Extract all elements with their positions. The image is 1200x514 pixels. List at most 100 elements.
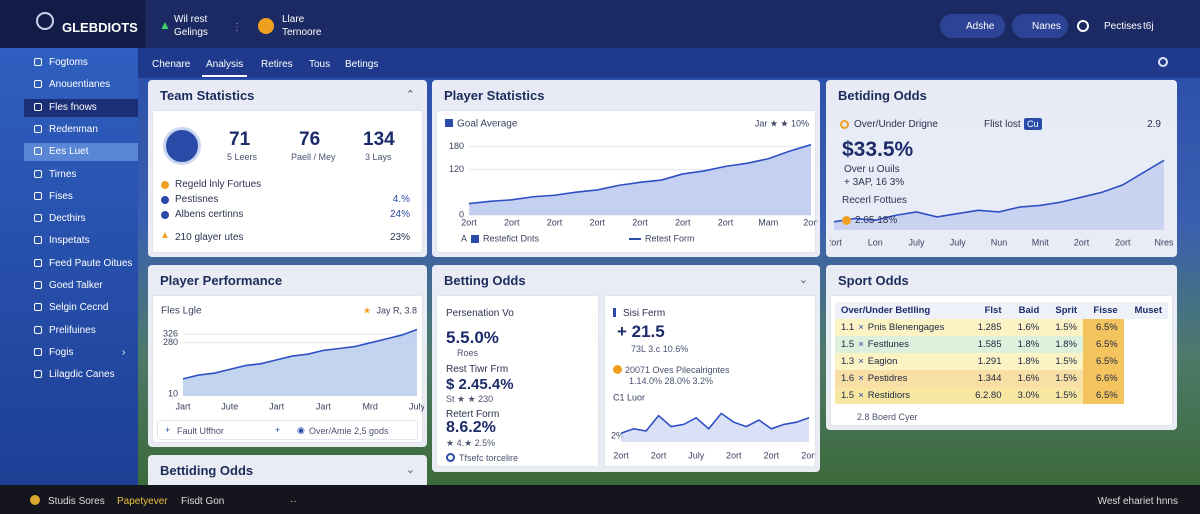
team-logo (163, 127, 201, 165)
odds-cell: 3.0% (1017, 390, 1040, 401)
y-tick-label: 10 (168, 388, 178, 398)
header-cell: Flst (964, 302, 1008, 319)
odds-value: $ 2.45.4% (446, 376, 514, 393)
header-button[interactable] (1012, 14, 1068, 38)
sidebar (0, 48, 138, 485)
tab[interactable]: Tous (309, 59, 331, 70)
nav-item-line[interactable]: Llare (282, 14, 305, 25)
footer-bar (0, 485, 1200, 514)
search-icon[interactable] (1158, 57, 1168, 67)
item-value: 24% (389, 209, 410, 220)
nav-item[interactable]: Fogtoms (49, 57, 88, 68)
stat-value: 71 (229, 129, 251, 150)
nav-item[interactable]: Fises (49, 190, 73, 202)
nav-item[interactable]: Fles fnows (49, 101, 97, 113)
stat-value: 134 (363, 129, 395, 150)
table-row[interactable]: 1.1 × Pnis Blenengages 1.285 1.6% 1.5% 6.5% (835, 319, 1168, 336)
x-tick-label: 2ort (803, 217, 817, 227)
odds-cell: 6.5% (1083, 353, 1124, 370)
chart-badge: Jay R, 3.8 (376, 305, 417, 315)
panel-title: Betting Odds (444, 273, 526, 288)
header-button[interactable] (940, 14, 1005, 38)
nav-icon (34, 347, 42, 356)
odds-label: 20071 Oves Pilecalrigntes (625, 365, 730, 375)
user-count[interactable]: t6j (1143, 21, 1154, 32)
odds-icon (613, 365, 622, 374)
x-tick-label: 2ort (461, 217, 477, 227)
collapsed-panel[interactable]: Bettiding Odds ⌄ (148, 455, 427, 485)
legend-label[interactable]: Over/Amie 2,5 gods (309, 426, 389, 436)
tab[interactable]: Betings (345, 59, 379, 70)
row-name: Pnis Blenengages (867, 322, 945, 333)
tab[interactable]: Retires (261, 59, 293, 70)
footer-item[interactable]: Studis Sores (48, 496, 105, 507)
chart-legend-title: Fles Lgle (161, 306, 202, 317)
nav-item[interactable]: Fogis (49, 346, 74, 358)
x-tick-label: 2ort (830, 237, 842, 247)
nav-item[interactable]: Inspetats (49, 235, 90, 247)
table-row[interactable]: 1.6 × Pestidres 1.344 1.6% 1.5% 6.6% (835, 370, 1168, 387)
nav-item-line[interactable]: Wil rest (174, 14, 208, 25)
nav-item[interactable]: Prelifuines (49, 324, 96, 336)
expand-icon[interactable]: ⌄ (798, 274, 808, 286)
card: Persenation Vo 5.5.0% Roes Rest Tiwr Frm… (436, 295, 599, 467)
expand-icon[interactable]: ⌄ (405, 464, 415, 476)
nav-active (24, 98, 138, 117)
footer-item[interactable]: Papetyever (117, 496, 168, 507)
user-name[interactable]: Pectises (1104, 21, 1142, 32)
legend-icon: + (165, 425, 171, 435)
panel-title: Sport Odds (838, 273, 909, 288)
line-chart: Goal Average Jar ★ ★ 10% A Restefict Dnt… (445, 118, 817, 243)
odds-table: Over/Under Betlling Flst Baid Sprit Fisse Mus… (835, 302, 1168, 404)
legend-label[interactable]: Fault Uffhor (177, 426, 224, 436)
footer-item[interactable]: Fisdt Gon (181, 496, 225, 507)
collapse-icon[interactable]: ⌃ (405, 89, 415, 101)
line (620, 412, 810, 434)
button-label[interactable]: Nanes (1032, 21, 1061, 32)
nav-item[interactable]: Lilagdic Canes (49, 369, 115, 381)
row-label-cell: 1.3 × Eagion (835, 353, 964, 370)
table-row[interactable]: 1.3 × Eagion 1.291 1.8% 1.5% 6.5% (835, 353, 1168, 370)
footer-right[interactable]: Wesf ehariet hnns (1097, 496, 1178, 507)
nav-item[interactable]: Decthirs (49, 213, 86, 225)
odds-note: ★ 4.★ 2.5% (446, 438, 496, 448)
logo[interactable]: GLEBDIOTS (62, 20, 138, 35)
nav-item[interactable]: Goed Talker (49, 280, 103, 291)
stat-label: 5 Leers (227, 152, 258, 162)
nav-item-line[interactable]: Gelings (174, 27, 208, 38)
chart-label: C1 Luor (613, 392, 645, 402)
nav-item[interactable]: Tirnes (49, 168, 77, 180)
table-row[interactable]: 1.5 × Festlunes 1.585 1.8% 1.8% 6.5% (835, 336, 1168, 353)
y-tick-label: 326 (163, 328, 178, 338)
footer-item[interactable]: ·· (290, 496, 297, 507)
bullet-icon (161, 181, 169, 189)
panel-title[interactable]: Bettiding Odds (160, 463, 254, 478)
y-tick-label: 120 (449, 164, 464, 174)
row-separator: × (858, 339, 864, 350)
globe-icon[interactable] (1077, 20, 1089, 32)
nav-item[interactable]: Feed Paute Oitues (49, 257, 133, 269)
nav-item[interactable]: Ees Luet (49, 146, 89, 158)
nav-item-line[interactable]: Ternoore (282, 27, 322, 38)
button-label[interactable]: Adshe (966, 21, 995, 32)
legend-marker: A (461, 233, 467, 243)
nav-item[interactable]: Anouentianes (49, 79, 111, 91)
panel-title: Team Statistics (160, 88, 255, 103)
table-row[interactable]: 1.5 × Restidiors 6.2.80 3.0% 1.5% 6.5% (835, 387, 1168, 404)
nav-icon (34, 80, 42, 89)
tab[interactable]: Analysis (206, 59, 244, 70)
star-icon: ★ (363, 305, 371, 315)
row-separator: × (858, 390, 864, 401)
tab[interactable]: Chenare (152, 59, 191, 70)
row-name: Pestidres (867, 373, 908, 384)
x-tick-label: 2ort (675, 217, 691, 227)
player-statistics-panel: Player Statistics Goal Average Jar ★ ★ 1… (432, 80, 820, 257)
nav-highlight (24, 143, 138, 162)
item-label: Pestisnes (175, 194, 219, 205)
nav-item[interactable]: Selgin Cecnd (49, 302, 109, 314)
line (182, 328, 418, 380)
nav-item[interactable]: Redenman (49, 123, 98, 135)
header-cell: Muset (1123, 302, 1168, 319)
team-statistics-panel: Team Statistics ⌃ 71 5 Leers 76 Paell / … (148, 80, 427, 257)
